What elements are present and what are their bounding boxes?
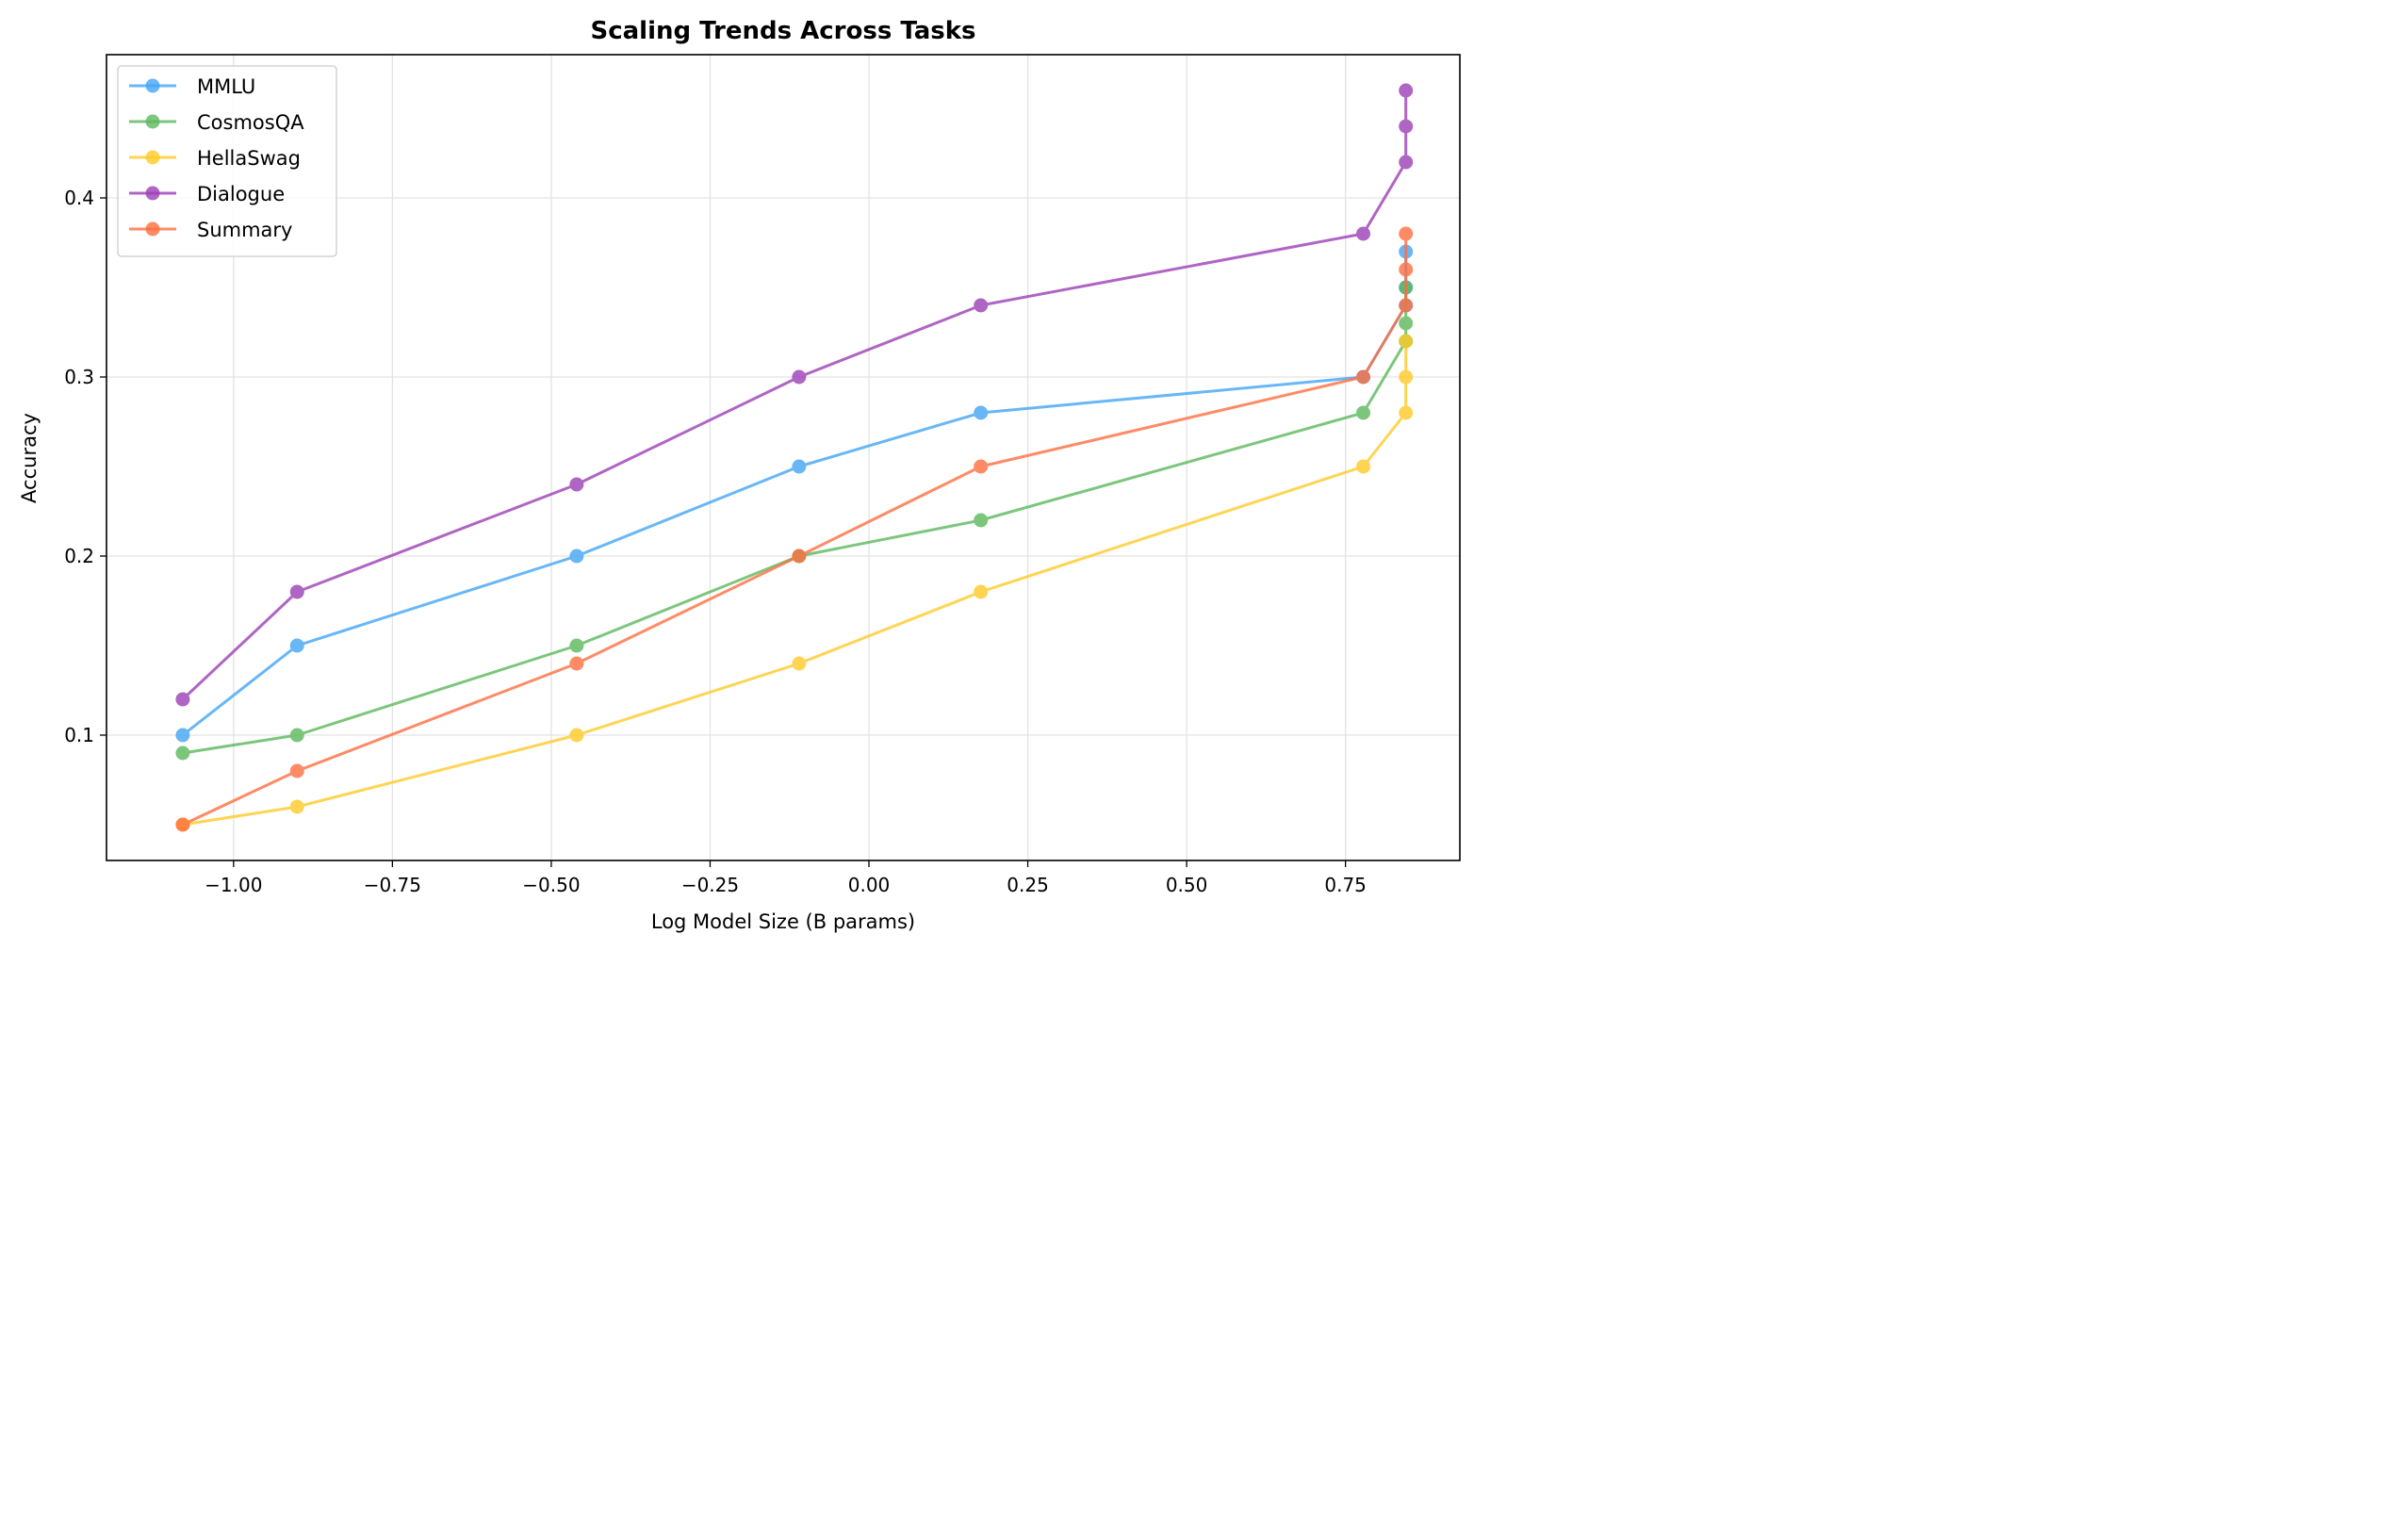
x-tick-label: 0.00 <box>848 874 891 896</box>
legend-item-summary: Summary <box>129 219 292 241</box>
data-point-mmlu <box>974 405 989 420</box>
data-point-summary <box>1399 298 1414 313</box>
legend-label-summary: Summary <box>197 219 292 241</box>
x-tick-label: 0.25 <box>1007 874 1049 896</box>
legend-item-dialogue: Dialogue <box>129 183 285 205</box>
chart-title: Scaling Trends Across Tasks <box>590 17 975 45</box>
x-tick-label: −0.25 <box>681 874 739 896</box>
data-point-hellaswag <box>974 584 989 599</box>
legend-item-mmlu: MMLU <box>129 75 255 98</box>
x-tick-label: −0.50 <box>522 874 580 896</box>
data-point-dialogue <box>1399 155 1414 170</box>
data-point-hellaswag <box>1399 369 1414 385</box>
y-axis-title: Accuracy <box>18 413 41 503</box>
data-point-hellaswag <box>569 728 584 743</box>
x-tick-label: 0.75 <box>1324 874 1367 896</box>
legend-label-dialogue: Dialogue <box>197 183 285 205</box>
data-point-cosmosqa <box>569 638 584 653</box>
scaling-trends-chart: −1.00 −0.75 −0.50 −0.25 0.00 0.25 0.50 0.75 0.1 0… <box>0 0 1478 959</box>
legend-item-cosmosqa: CosmosQA <box>129 111 304 134</box>
data-point-summary <box>792 549 807 564</box>
legend-label-cosmosqa: CosmosQA <box>197 111 304 134</box>
data-point-dialogue <box>569 477 584 492</box>
x-tick-label: −1.00 <box>205 874 262 896</box>
data-point-cosmosqa <box>175 745 190 761</box>
data-point-dialogue <box>792 369 807 385</box>
data-point-dialogue <box>1399 83 1414 98</box>
data-point-summary <box>1399 262 1414 277</box>
series-summary <box>175 226 1414 832</box>
data-point-mmlu <box>289 638 304 653</box>
grid-layer <box>106 55 1460 860</box>
data-point-hellaswag <box>289 799 304 814</box>
data-point-summary <box>974 459 989 474</box>
legend-box <box>117 65 337 257</box>
y-tick-label: 0.3 <box>64 366 94 388</box>
legend-marker-summary <box>145 221 160 237</box>
data-point-dialogue <box>974 298 989 313</box>
plot-frame <box>106 54 1461 861</box>
data-point-hellaswag <box>1356 459 1371 474</box>
data-point-hellaswag <box>1399 334 1414 349</box>
data-point-summary <box>175 817 190 832</box>
ticks-layer: −1.00 −0.75 −0.50 −0.25 0.00 0.25 0.50 0.75 0.1 0… <box>64 187 1367 896</box>
legend: MMLU CosmosQA HellaSwag Dialogue Summary <box>117 65 337 257</box>
data-point-mmlu <box>792 459 807 474</box>
data-point-cosmosqa <box>1399 316 1414 331</box>
legend-item-hellaswag: HellaSwag <box>129 147 301 170</box>
series-dialogue <box>175 83 1414 707</box>
legend-label-mmlu: MMLU <box>197 75 255 98</box>
legend-marker-dialogue <box>145 186 160 201</box>
x-axis-title: Log Model Size (B params) <box>651 910 915 933</box>
data-point-dialogue <box>175 692 190 707</box>
data-point-summary <box>569 656 584 671</box>
data-point-dialogue <box>1356 226 1371 241</box>
data-point-dialogue <box>289 584 304 599</box>
legend-marker-mmlu <box>145 78 160 93</box>
y-tick-label: 0.4 <box>64 187 94 209</box>
y-tick-label: 0.1 <box>64 724 94 746</box>
data-point-hellaswag <box>792 656 807 671</box>
data-point-mmlu <box>175 728 190 743</box>
legend-label-hellaswag: HellaSwag <box>197 147 301 170</box>
data-point-summary <box>1399 226 1414 241</box>
data-point-mmlu <box>569 549 584 564</box>
x-tick-label: −0.75 <box>364 874 421 896</box>
legend-marker-hellaswag <box>145 150 160 165</box>
data-point-cosmosqa <box>974 513 989 528</box>
data-point-summary <box>289 763 304 778</box>
legend-marker-cosmosqa <box>145 114 160 129</box>
y-tick-label: 0.2 <box>64 545 94 567</box>
x-tick-label: 0.50 <box>1166 874 1208 896</box>
data-point-cosmosqa <box>1356 405 1371 420</box>
data-point-hellaswag <box>1399 405 1414 420</box>
data-point-dialogue <box>1399 119 1414 134</box>
data-point-summary <box>1356 369 1371 385</box>
data-point-cosmosqa <box>289 728 304 743</box>
series-layer <box>175 83 1414 832</box>
